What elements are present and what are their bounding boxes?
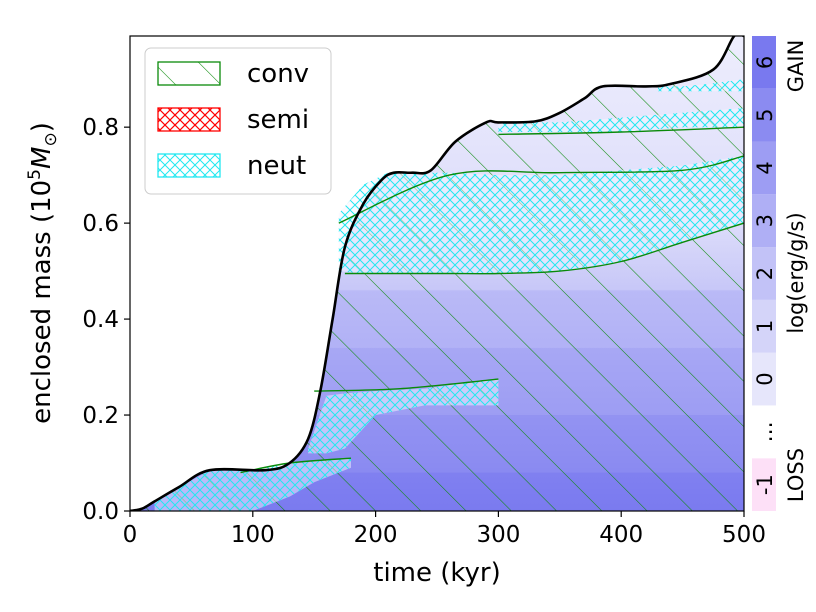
colorbar-swatch bbox=[752, 194, 776, 248]
legend: conv semi neut bbox=[144, 47, 332, 195]
colorbar: -1 … 0 1 2 3 4 5 6 bbox=[752, 36, 777, 511]
y-tick-label: 0.8 bbox=[82, 115, 119, 141]
colorbar-tick-label: … bbox=[753, 421, 777, 442]
x-axis: 0 100 200 300 400 500 bbox=[123, 511, 766, 548]
boundary-line-3 bbox=[314, 378, 499, 392]
x-tick-label: 400 bbox=[599, 522, 643, 548]
x-tick-label: 500 bbox=[722, 522, 766, 548]
y-tick-label: 0.6 bbox=[82, 211, 119, 237]
y-tick-label: 0.2 bbox=[82, 403, 119, 429]
colorbar-tick-label: -1 bbox=[753, 474, 777, 495]
plot-area bbox=[130, 36, 744, 511]
colorbar-swatch bbox=[752, 141, 776, 195]
neutrino-regions bbox=[154, 79, 744, 511]
legend-swatch-semi bbox=[157, 107, 221, 132]
x-axis-label: time (kyr) bbox=[373, 558, 501, 588]
x-tick-label: 0 bbox=[123, 522, 138, 548]
colorbar-tick-label: 6 bbox=[753, 56, 777, 69]
colorbar-loss-label: LOSS bbox=[784, 448, 808, 502]
colorbar-swatch bbox=[752, 247, 776, 300]
plot-frame bbox=[129, 35, 745, 512]
colorbar-tick-label: 5 bbox=[753, 108, 777, 121]
x-tick-label: 200 bbox=[354, 522, 398, 548]
legend-label-conv: conv bbox=[247, 59, 309, 89]
x-tick-label: 300 bbox=[476, 522, 520, 548]
legend-swatch-neut bbox=[157, 153, 221, 178]
legend-label-semi: semi bbox=[247, 105, 309, 135]
x-tick-label: 100 bbox=[231, 522, 275, 548]
colorbar-tick-label: 1 bbox=[753, 320, 777, 333]
neut-region-4 bbox=[154, 458, 351, 511]
y-axis: 0.0 0.2 0.4 0.6 0.8 bbox=[82, 115, 130, 525]
neut-region-0 bbox=[338, 155, 744, 274]
colorbar-label: log(erg/g/s) bbox=[784, 212, 808, 333]
colorbar-swatch bbox=[752, 352, 776, 406]
colorbar-tick-label: 3 bbox=[753, 214, 777, 227]
colorbar-swatch bbox=[752, 405, 776, 459]
legend-swatch-conv bbox=[157, 61, 221, 86]
colorbar-swatch bbox=[752, 36, 776, 89]
colorbar-gain-label: GAIN bbox=[784, 40, 808, 93]
neut-region-3 bbox=[308, 379, 499, 454]
colorbar-tick-label: 4 bbox=[753, 161, 777, 174]
neut-region-2 bbox=[658, 79, 744, 92]
colorbar-tick-label: 0 bbox=[753, 372, 777, 385]
y-axis-label: enclosed mass (105M⊙) bbox=[25, 122, 61, 424]
boundary-line-0 bbox=[344, 222, 744, 275]
boundary-line-1 bbox=[338, 155, 744, 224]
y-tick-label: 0.4 bbox=[82, 307, 119, 333]
y-tick-label: 0.0 bbox=[82, 499, 119, 525]
total-mass-curve bbox=[130, 36, 744, 511]
colorbar-swatch bbox=[752, 88, 776, 142]
mixing-boundaries bbox=[240, 126, 744, 474]
colorbar-swatch bbox=[752, 458, 776, 511]
colorbar-swatch bbox=[752, 299, 776, 353]
legend-label-neut: neut bbox=[247, 151, 306, 181]
boundary-line-2 bbox=[498, 126, 744, 136]
colorbar-tick-label: 2 bbox=[753, 267, 777, 280]
neut-region-1 bbox=[498, 108, 744, 132]
